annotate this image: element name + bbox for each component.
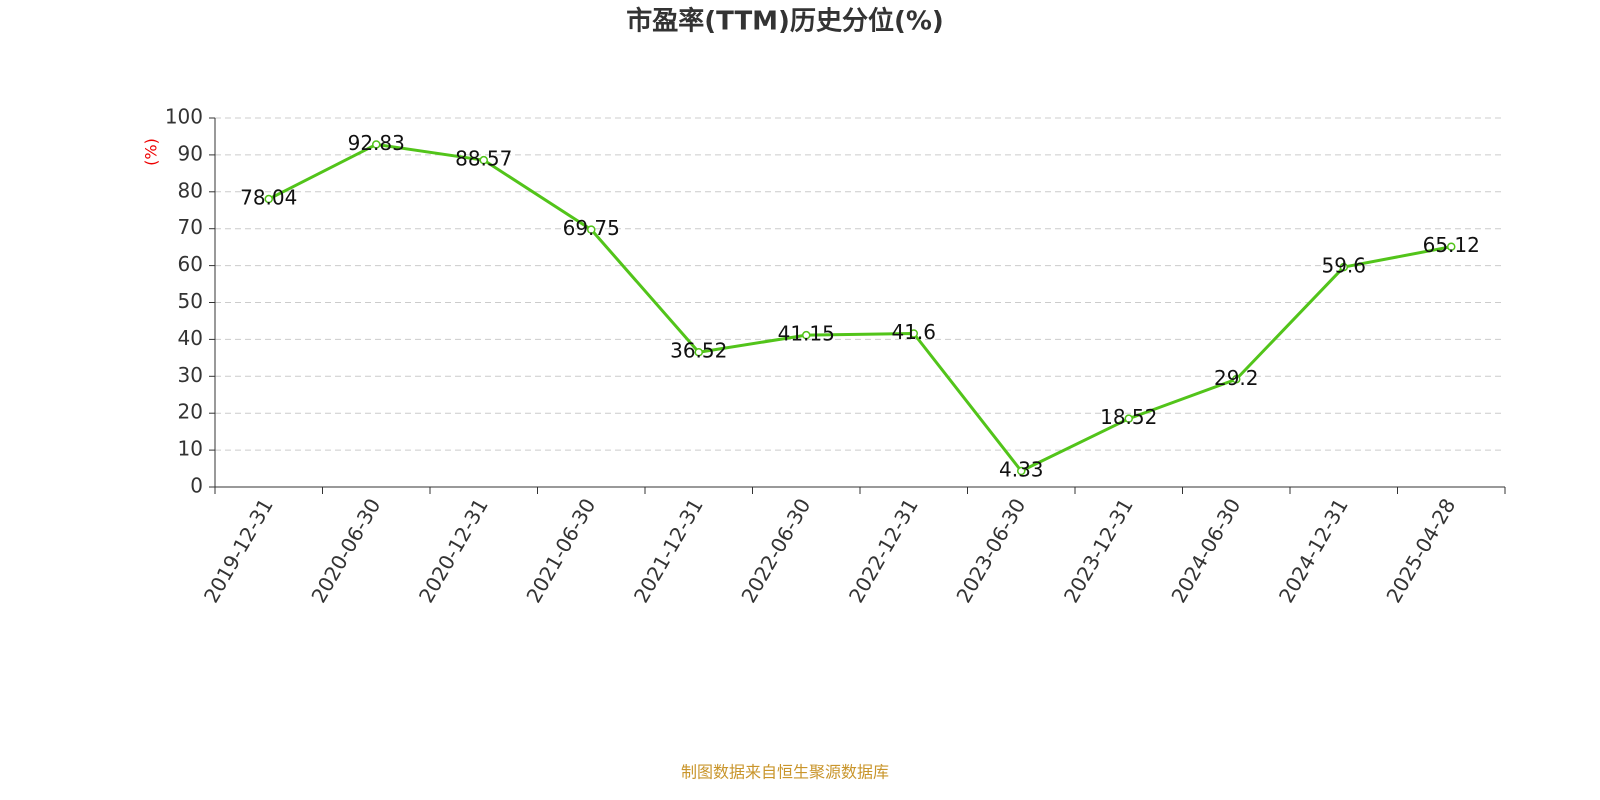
y-tick-label: 0: [190, 474, 203, 498]
x-tick-label: 2023-06-30: [951, 494, 1030, 607]
x-tick-label: 2023-12-31: [1059, 494, 1138, 607]
data-point: [587, 225, 596, 234]
y-tick-label: 80: [178, 178, 203, 202]
data-point: [909, 329, 918, 338]
x-tick-label: 2024-06-30: [1166, 494, 1245, 607]
y-axis-label: (%): [142, 138, 161, 166]
data-label: 29.2: [1214, 366, 1259, 390]
data-label: 88.57: [455, 147, 512, 171]
x-tick-label: 2022-12-31: [844, 494, 923, 607]
x-tick-label: 2020-12-31: [414, 494, 493, 607]
data-point: [1017, 466, 1026, 476]
data-label: 78.04: [240, 186, 297, 210]
y-tick-label: 10: [178, 437, 203, 461]
x-tick-label: 2019-12-31: [199, 494, 278, 607]
x-tick-label: 2021-06-30: [521, 494, 600, 607]
data-label: 4.33: [999, 458, 1044, 482]
x-tick-label: 2022-06-30: [736, 494, 815, 607]
data-label: 18.52: [1100, 405, 1157, 429]
data-label: 59.6: [1321, 254, 1366, 278]
data-point: [694, 347, 703, 357]
y-tick-label: 70: [178, 215, 203, 239]
x-tick-label: 2020-06-30: [306, 494, 385, 607]
data-point: [372, 140, 381, 149]
y-tick-label: 100: [165, 105, 203, 129]
data-label: 36.52: [670, 339, 727, 363]
y-tick-label: 40: [178, 326, 203, 350]
data-point: [1447, 242, 1456, 251]
data-label: 65.12: [1423, 233, 1480, 257]
data-label: 69.75: [563, 216, 620, 240]
data-point: [1339, 262, 1348, 272]
x-tick-label: 2021-12-31: [629, 494, 708, 607]
data-line: [268, 142, 1452, 473]
data-point: [802, 330, 811, 340]
x-tick-label: 2024-12-31: [1274, 494, 1353, 607]
data-label: 41.6: [891, 320, 936, 344]
y-tick-label: 50: [178, 289, 203, 313]
chart-title: 市盈率(TTM)历史分位(%): [626, 6, 944, 37]
data-point: [264, 194, 273, 204]
data-point: [479, 155, 488, 165]
data-point: [1124, 414, 1133, 423]
data-label: 41.15: [778, 322, 835, 346]
y-tick-label: 20: [178, 400, 203, 424]
data-label: 92.83: [348, 131, 405, 155]
y-tick-label: 30: [178, 363, 203, 387]
x-tick-label: 2025-04-28: [1381, 494, 1460, 607]
y-tick-label: 90: [178, 141, 203, 165]
source-note: 制图数据来自恒生聚源数据库: [681, 763, 889, 782]
data-point: [1232, 375, 1241, 384]
y-tick-label: 60: [178, 252, 203, 276]
